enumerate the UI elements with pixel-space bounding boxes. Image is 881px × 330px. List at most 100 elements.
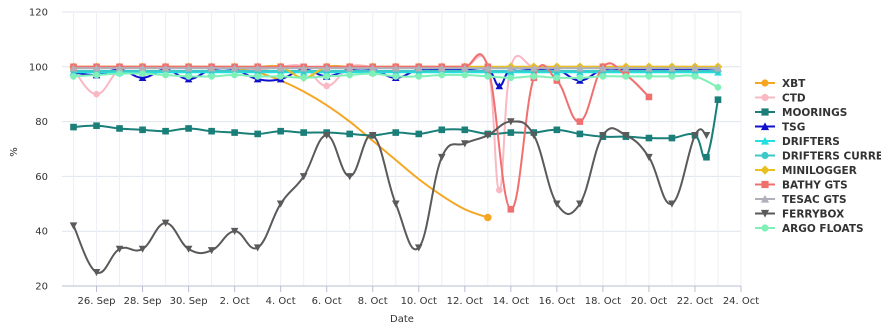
data-point [599, 73, 607, 80]
legend-marker [761, 224, 769, 232]
legend-label: BATHY GTS [782, 180, 848, 192]
data-point [368, 64, 377, 72]
legend-item-bathy-gts[interactable]: BATHY GTS [755, 180, 848, 192]
data-point [322, 64, 331, 72]
grid [62, 11, 742, 287]
data-point [277, 127, 284, 135]
x-tick-label: 10. Oct [401, 296, 437, 307]
data-point [599, 132, 607, 140]
legend-item-drifters-current[interactable]: DRIFTERS CURRENT [755, 151, 881, 163]
data-point [230, 227, 239, 235]
data-point [668, 64, 676, 72]
y-tick-label: 20 [35, 282, 48, 293]
legend-label: MINILOGGER [782, 165, 857, 177]
data-point [161, 64, 170, 72]
data-point [714, 84, 722, 91]
legend-item-moorings[interactable]: MOORINGS [755, 107, 847, 119]
data-point [345, 64, 354, 72]
data-point [139, 126, 146, 134]
data-point [460, 140, 469, 148]
data-point [714, 64, 722, 72]
data-point [70, 73, 77, 80]
data-point [93, 71, 100, 79]
data-point [161, 219, 170, 227]
legend-marker [761, 108, 769, 116]
data-point [414, 244, 423, 252]
data-point [553, 64, 561, 72]
data-point [415, 73, 423, 80]
legend-item-argo-floats[interactable]: ARGO FLOATS [755, 223, 864, 235]
axes: 20 40 60 80 100 120 26. Sep 28. Sep 30. Sep 2. Oc… [29, 8, 759, 308]
legend-item-ferrybox[interactable]: FERRYBOX [755, 209, 844, 221]
data-point [496, 186, 503, 194]
x-tick-label: 14. Oct [493, 296, 529, 307]
data-point [323, 73, 330, 80]
data-point [162, 127, 169, 135]
data-point [461, 126, 469, 134]
data-point [116, 125, 123, 132]
data-point [116, 70, 123, 77]
series-argo-floats [70, 70, 722, 91]
data-point [622, 64, 630, 72]
data-point [300, 129, 307, 136]
x-tick-label: 30. Sep [170, 296, 208, 307]
data-point [484, 73, 492, 80]
y-tick-label: 80 [35, 117, 48, 128]
data-point [207, 64, 216, 72]
data-point [299, 173, 308, 181]
y-tick-label: 120 [29, 8, 48, 19]
data-point [93, 90, 100, 98]
data-point [185, 125, 192, 132]
data-point [553, 126, 561, 134]
legend-item-tesac-gts[interactable]: TESAC GTS [755, 194, 847, 206]
x-tick-label: 4. Oct [266, 296, 296, 307]
legend-marker [761, 79, 769, 87]
data-point [484, 213, 492, 222]
data-point [391, 200, 400, 208]
legend-marker [760, 122, 770, 131]
series-line-ferrybox [72, 120, 708, 274]
data-point [484, 132, 492, 140]
data-point [530, 132, 538, 140]
legend-label: DRIFTERS CURRENT [782, 151, 881, 163]
y-axis-title: % [9, 147, 20, 157]
x-tick-label: 22. Oct [677, 296, 713, 307]
legend-item-xbt[interactable]: XBT [755, 78, 806, 90]
data-point [703, 153, 710, 161]
data-point [231, 71, 238, 79]
data-point [576, 74, 584, 82]
data-point [645, 153, 653, 162]
data-point [138, 64, 147, 72]
legend-label: ARGO FLOATS [782, 223, 864, 235]
legend-label: TESAC GTS [782, 194, 847, 206]
data-point [668, 200, 676, 208]
x-tick-label: 16. Oct [539, 296, 575, 307]
data-point [414, 64, 423, 72]
data-point [507, 129, 515, 136]
legend-label: MOORINGS [782, 107, 847, 119]
data-point [392, 73, 400, 80]
data-point [461, 71, 469, 79]
legend-label: TSG [782, 122, 805, 134]
data-point [346, 71, 354, 79]
data-point [299, 64, 308, 72]
data-point [438, 71, 446, 79]
legend-item-minilogger[interactable]: MINILOGGER [755, 165, 857, 177]
legend-marker [761, 180, 769, 189]
y-tick-label: 60 [35, 172, 48, 183]
x-tick-label: 2. Oct [220, 296, 250, 307]
data-point [184, 64, 193, 72]
data-point [576, 64, 584, 72]
legend-item-drifters[interactable]: DRIFTERS [755, 136, 840, 148]
series-xbt [73, 65, 492, 222]
data-point [69, 222, 78, 230]
series [69, 53, 723, 277]
x-tick-label: 8. Oct [358, 296, 388, 307]
data-point [276, 64, 285, 72]
data-point [553, 200, 561, 208]
legend-item-ctd[interactable]: CTD [755, 93, 806, 105]
data-point [69, 64, 78, 72]
legend-item-tsg[interactable]: TSG [755, 122, 805, 134]
data-point [691, 64, 699, 72]
